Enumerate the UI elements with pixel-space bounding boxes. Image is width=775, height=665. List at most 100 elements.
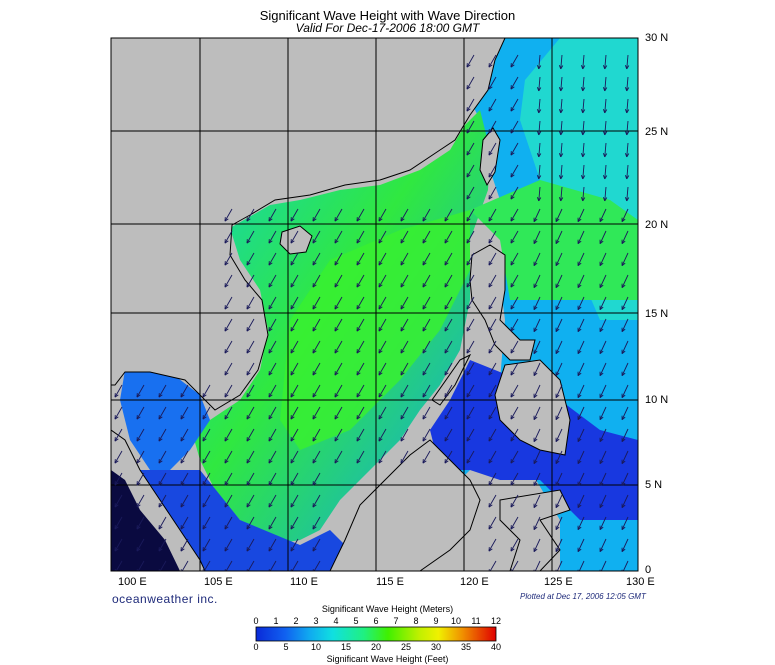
wave-arrow	[488, 472, 497, 486]
wave-arrow	[580, 164, 586, 180]
lat-label-5n: 5 N	[645, 479, 663, 491]
wave-arrow	[558, 164, 564, 180]
wave-arrow	[466, 208, 475, 222]
wave-arrow	[510, 54, 519, 68]
wave-arrow	[533, 516, 541, 531]
wave-arrow	[555, 362, 563, 377]
wave-arrow	[488, 516, 497, 530]
wave-arrow	[312, 252, 321, 266]
wave-arrow	[202, 472, 211, 486]
wave-arrow	[536, 76, 542, 92]
wave-arrow	[599, 494, 607, 509]
wave-arrow	[356, 428, 365, 442]
wave-arrow	[356, 384, 365, 398]
wave-arrow	[268, 340, 277, 354]
legend-meters-title: Significant Wave Height (Meters)	[321, 604, 454, 614]
wave-arrow	[577, 340, 585, 355]
wave-arrow	[599, 274, 607, 289]
wave-arrow	[334, 318, 343, 332]
feet-tick-label: 5	[283, 642, 289, 652]
wave-arrow	[158, 560, 167, 571]
wave-arrow	[246, 406, 255, 420]
meters-tick-label: 10	[450, 616, 462, 626]
wave-arrow	[602, 142, 608, 158]
wave-arrow	[158, 494, 167, 508]
wave-arrow	[246, 538, 255, 552]
wave-arrow	[624, 76, 630, 92]
wave-arrow	[488, 208, 497, 222]
wave-arrow	[422, 450, 431, 464]
wave-arrow	[533, 318, 541, 333]
wave-arrow	[246, 560, 255, 571]
wave-arrow	[466, 252, 475, 266]
wave-arrow	[334, 208, 343, 222]
wave-arrow	[599, 560, 607, 571]
wave-arrow	[290, 318, 299, 332]
wave-arrow	[510, 406, 519, 420]
wave-arrow	[224, 384, 233, 398]
wave-arrow	[180, 406, 189, 420]
wave-arrow	[602, 164, 608, 180]
wave-arrow	[334, 252, 343, 266]
wave-arrow	[580, 142, 586, 158]
wave-arrow	[180, 384, 189, 398]
wave-arrow	[533, 384, 541, 399]
wave-arrow	[268, 230, 277, 244]
wave-arrow	[624, 164, 630, 180]
feet-tick-label: 15	[340, 642, 352, 652]
feet-tick-label: 0	[253, 642, 259, 652]
wave-arrow	[577, 472, 585, 487]
wave-arrow	[444, 428, 453, 442]
feet-tick-label: 10	[310, 642, 322, 652]
wave-arrow	[400, 340, 409, 354]
wave-arrow	[621, 538, 629, 553]
wave-arrow	[536, 186, 542, 202]
wave-arrow	[180, 516, 189, 530]
wave-arrow	[202, 538, 211, 552]
feet-tick-label: 25	[400, 642, 412, 652]
wave-arrow	[268, 274, 277, 288]
wave-arrow	[224, 318, 233, 332]
wave-arrow	[466, 164, 475, 178]
wave-arrow	[114, 560, 123, 571]
wave-arrow	[555, 472, 563, 487]
wave-arrow	[290, 538, 299, 552]
wave-arrow	[510, 538, 519, 552]
wave-arrow	[577, 516, 585, 531]
wave-arrow	[224, 252, 233, 266]
wave-arrow	[224, 494, 233, 508]
wave-arrow	[602, 120, 608, 136]
wave-arrow	[136, 494, 145, 508]
wave-arrow	[158, 384, 167, 398]
wave-arrow	[356, 450, 365, 464]
wave-arrow	[488, 230, 497, 244]
wave-arrow	[356, 252, 365, 266]
wave-arrow	[422, 252, 431, 266]
wave-arrow	[290, 230, 299, 244]
wave-arrow	[488, 560, 497, 571]
wave-arrow	[488, 142, 497, 156]
wave-arrow	[158, 406, 167, 420]
wave-arrow	[224, 560, 233, 571]
wave-arrow	[356, 274, 365, 288]
wave-arrow	[510, 450, 519, 464]
wave-arrow	[555, 560, 563, 571]
wave-arrow	[246, 252, 255, 266]
wave-arrow	[290, 384, 299, 398]
wave-arrow	[400, 208, 409, 222]
lon-label-100e: 100 E	[118, 576, 147, 588]
wave-arrow	[488, 538, 497, 552]
wave-arrow	[555, 252, 563, 267]
wave-arrow	[444, 252, 453, 266]
brand-logo: oceanweather inc.	[112, 592, 218, 606]
wave-arrow	[268, 494, 277, 508]
wave-arrow	[290, 494, 299, 508]
wave-arrow	[290, 296, 299, 310]
meters-tick-label: 8	[413, 616, 419, 626]
wave-arrow	[624, 120, 630, 136]
wave-arrow	[224, 230, 233, 244]
wave-arrow	[312, 538, 321, 552]
wave-arrow	[577, 406, 585, 421]
wave-arrow	[312, 208, 321, 222]
